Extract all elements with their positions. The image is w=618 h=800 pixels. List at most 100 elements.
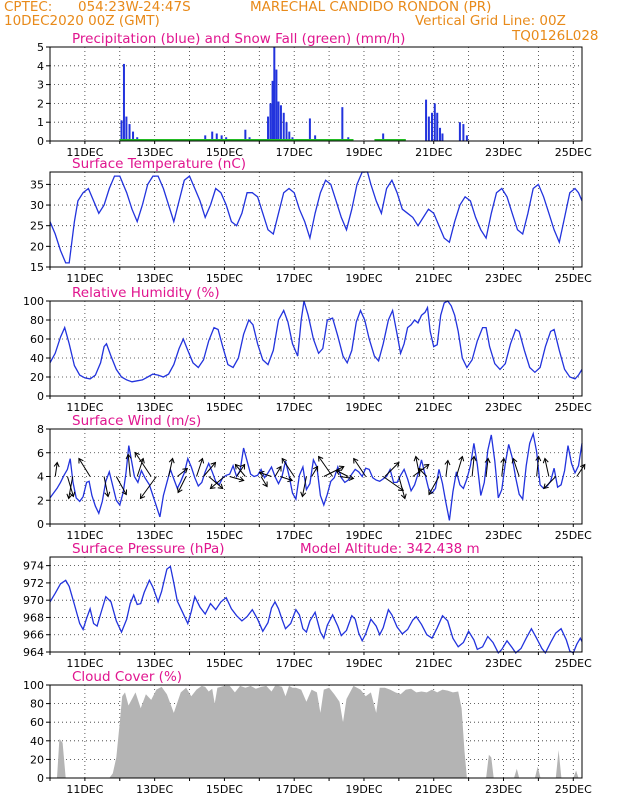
wind-vector	[382, 476, 404, 491]
temp-panel: Surface Temperature (nC) 15 20 25 30 35 11DEC 1…	[30, 156, 592, 285]
precip-bar	[267, 116, 270, 141]
precip-panel: Precipitation (blue) and Snow Fall (gree…	[37, 31, 592, 159]
cloud-xtick-label: 15DEC	[206, 783, 243, 796]
rh-xtick-label: 15DEC	[206, 401, 243, 414]
precip-bar	[128, 124, 131, 141]
precip-bar	[275, 69, 278, 141]
cloud-xtick-label: 17DEC	[276, 783, 313, 796]
cloud-frame	[49, 684, 583, 779]
wind-vector	[576, 464, 586, 477]
wind-vector-head	[238, 476, 245, 483]
wind-vector	[234, 464, 246, 477]
wind-vector	[455, 456, 463, 477]
rh-xtick-label: 11DEC	[66, 401, 103, 414]
wind-ytick-label: 8	[37, 423, 44, 436]
precip-bar	[288, 131, 291, 141]
temp-xtick-label: 13DEC	[136, 272, 173, 285]
wind-vector	[280, 476, 293, 481]
rh-ytick-label: 60	[30, 333, 44, 346]
cloud-title: Cloud Cover (%)	[72, 669, 182, 685]
wind-vector-head	[234, 463, 241, 470]
precip-bar	[308, 118, 311, 141]
cloud-ytick-label: 100	[23, 679, 44, 692]
wind-vector-head	[287, 476, 294, 483]
wind-vector-head	[217, 483, 224, 490]
wind-vector-head	[182, 467, 189, 474]
rh-xtick-label: 13DEC	[136, 401, 173, 414]
temp-ytick-label: 15	[30, 261, 44, 274]
wind-vector	[384, 462, 400, 477]
precip-xtick-label: 15DEC	[206, 146, 243, 159]
temp-frame	[49, 171, 583, 268]
wind-xtick-label: 19DEC	[345, 529, 382, 542]
wind-vector	[229, 476, 244, 481]
precip-bar	[441, 133, 444, 141]
rh-xtick-label: 17DEC	[276, 401, 313, 414]
pressure-xtick-label: 15DEC	[206, 657, 243, 670]
wind-vector-head	[53, 461, 60, 468]
wind-vector-head	[300, 491, 307, 498]
precip-xtick-label: 21DEC	[415, 146, 452, 159]
pressure-xtick-label: 19DEC	[345, 657, 382, 670]
temp-ytick-label: 20	[30, 240, 44, 253]
rh-panel: Relative Humidity (%) 0 20 40 60 80 100 11DEC 13…	[23, 285, 592, 414]
precip-xtick-label: 11DEC	[66, 146, 103, 159]
precip-bar	[427, 116, 430, 141]
wind-vector-head	[69, 491, 76, 498]
wind-vector-head	[353, 457, 359, 464]
cloud-xtick-label: 23DEC	[485, 783, 522, 796]
pressure-frame	[49, 556, 583, 653]
pressure-xtick-label: 11DEC	[66, 657, 103, 670]
temp-xtick-label: 11DEC	[66, 272, 103, 285]
wind-vector	[353, 458, 367, 477]
pressure-ytick-label: 968	[23, 611, 44, 624]
rh-series-line	[49, 300, 583, 383]
temp-ytick-label: 30	[30, 199, 44, 212]
pressure-subtitle: Model Altitude: 342.438 m	[300, 541, 480, 557]
wind-vector	[78, 458, 91, 477]
precip-bar	[430, 112, 433, 141]
cloud-xtick-label: 25DEC	[555, 783, 592, 796]
coordinates-label: 054:23W-24:47S	[78, 0, 191, 15]
precip-ytick-label: 2	[37, 97, 44, 110]
pressure-ytick-label: 972	[23, 577, 44, 590]
wind-xtick-label: 15DEC	[206, 529, 243, 542]
cloud-ytick-label: 40	[30, 735, 44, 748]
temp-ytick-label: 35	[30, 178, 44, 191]
rh-title: Relative Humidity (%)	[72, 285, 220, 301]
wind-vector-head	[78, 457, 84, 464]
rh-ytick-label: 0	[37, 390, 44, 403]
wind-vector	[512, 458, 520, 477]
precip-ytick-label: 4	[37, 60, 44, 73]
rh-ytick-label: 40	[30, 352, 44, 365]
pressure-series-line	[49, 565, 583, 655]
precip-bar	[314, 135, 317, 141]
wind-ytick-label: 6	[37, 447, 44, 460]
pressure-ytick-label: 974	[23, 560, 44, 573]
cloud-ytick-label: 0	[37, 772, 44, 785]
wind-vector	[543, 476, 557, 489]
wind-vector	[428, 476, 440, 495]
wind-vector	[54, 462, 58, 477]
pressure-ytick-label: 966	[23, 629, 44, 642]
wind-vector-head	[281, 457, 287, 464]
run-date: 10DEC2020 00Z (GMT)	[4, 13, 160, 29]
grid-note: Vertical Grid Line: 00Z	[415, 13, 566, 29]
wind-vector	[501, 458, 505, 477]
precip-bar	[425, 99, 428, 141]
precip-ytick-label: 3	[37, 79, 44, 92]
wind-vector-head	[338, 465, 345, 471]
wind-vector-head	[444, 459, 451, 466]
wind-vector-head	[542, 457, 549, 464]
rh-xtick-label: 23DEC	[485, 401, 522, 414]
wind-vector-head	[125, 453, 132, 460]
wind-vector-head	[66, 493, 73, 500]
temp-series-line	[49, 171, 583, 264]
precip-xtick-label: 25DEC	[555, 146, 592, 159]
temp-title: Surface Temperature (nC)	[72, 156, 246, 172]
wind-vector-head	[104, 491, 111, 498]
wind-vector-head	[484, 457, 491, 464]
wind-title: Surface Wind (m/s)	[72, 413, 201, 429]
wind-ytick-label: 0	[37, 518, 44, 531]
wind-xtick-label: 11DEC	[66, 529, 103, 542]
